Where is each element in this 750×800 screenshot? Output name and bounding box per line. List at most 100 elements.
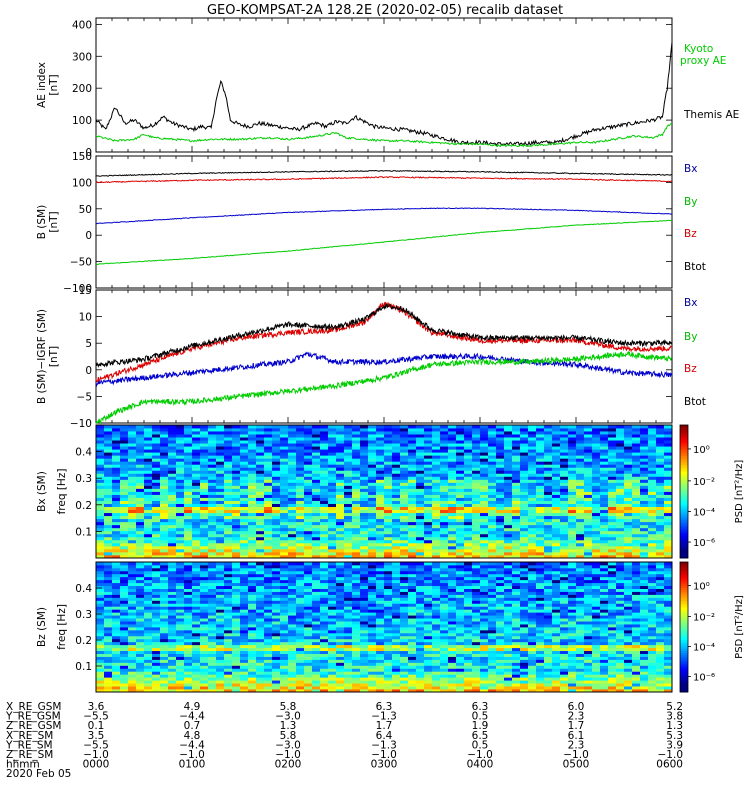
ephemeris-row-label: Z_RE_SM <box>6 749 53 761</box>
colorbar-tick-label: 10⁻² <box>693 613 715 624</box>
y-tick-label: 0.2 <box>75 500 92 512</box>
y-tick-label: −10 <box>70 418 92 430</box>
y-tick-label: 0.1 <box>75 661 92 673</box>
ephemeris-value: 4.8 <box>184 730 201 742</box>
spectrogram-cells <box>96 425 673 559</box>
ephemeris-value: 1.7 <box>376 720 393 732</box>
legend-themis: Themis AE <box>683 109 739 121</box>
ephemeris-value: 0100 <box>179 759 206 771</box>
y-tick-label: 0.3 <box>75 609 92 621</box>
y-tick-label: 300 <box>72 51 92 63</box>
colorbar: 10⁰ 10⁻² 10⁻⁴ 10⁻⁶ PSD [nT²/Hz] <box>679 561 745 693</box>
spectrogram-cells <box>96 562 673 693</box>
legend-by: By <box>684 331 697 343</box>
series-line-kyoto-proxy-ae <box>95 123 673 148</box>
series-line-themis-ae <box>95 42 673 147</box>
colorbar-tick-label: 10⁰ <box>693 581 710 592</box>
y-tick-label: −5 <box>77 391 92 403</box>
ephemeris-value: −1.0 <box>467 749 493 761</box>
y-axis-unit: [nT] <box>48 211 60 232</box>
ephemeris-value: 5.2 <box>666 701 683 713</box>
y-axis-label: Bz (SM) <box>36 607 48 647</box>
y-tick-label: −50 <box>70 257 92 269</box>
panel-frame <box>95 155 673 289</box>
ephemeris-value: 0.5 <box>472 739 489 751</box>
ephemeris-value: 0.1 <box>88 720 105 732</box>
legend-btot: Btot <box>684 396 706 408</box>
ephemeris-value: 1.3 <box>666 720 683 732</box>
series-line-bx <box>95 351 673 388</box>
y-axis-unit: [nT] <box>48 74 60 95</box>
ephemeris-value: 3.9 <box>666 739 683 751</box>
legend-by: By <box>684 196 697 208</box>
ephemeris-value: 1.9 <box>472 720 489 732</box>
ephemeris-value: 5.8 <box>280 701 297 713</box>
colorbar-tick-label: 10⁻⁴ <box>693 643 715 654</box>
y-tick-label: 0 <box>85 230 92 242</box>
ephemeris-value: −1.0 <box>179 749 205 761</box>
y-axis-label: B (SM) <box>36 205 48 239</box>
y-tick-label: 100 <box>72 177 92 189</box>
y-tick-label: 15 <box>79 285 92 297</box>
y-tick-label: 400 <box>72 19 92 31</box>
colorbar-frame <box>679 561 689 693</box>
ephemeris-value: −1.0 <box>371 749 397 761</box>
y-tick-label: 0.1 <box>75 526 92 538</box>
colorbar-label: PSD [nT²/Hz] <box>734 460 745 524</box>
colorbar-label: PSD [nT²/Hz] <box>734 595 745 659</box>
ephemeris-value: −5.5 <box>83 739 109 751</box>
colorbar: 10⁰ 10⁻² 10⁻⁴ 10⁻⁶ PSD [nT²/Hz] <box>679 424 745 559</box>
series-line-by <box>95 219 673 266</box>
panel-frame <box>95 424 673 559</box>
series-line-bx <box>95 207 673 225</box>
panel-frame <box>95 17 673 153</box>
y-axis-unit: freq [Hz] <box>56 469 68 515</box>
ephemeris-value: 5.8 <box>280 730 297 742</box>
y-tick-label: 50 <box>79 204 92 216</box>
ephemeris-value: 6.0 <box>568 701 585 713</box>
ephemeris-row-label: X_RE_SM <box>6 730 53 742</box>
y-tick-label: 150 <box>72 151 92 163</box>
y-tick-label: 0.4 <box>75 583 92 595</box>
ephemeris-row-label: hhmm <box>6 759 40 771</box>
ephemeris-value: 6.1 <box>568 730 585 742</box>
y-tick-label: 100 <box>72 115 92 127</box>
ephemeris-value: 0000 <box>83 759 110 771</box>
y-tick-label: 0 <box>85 365 92 377</box>
ephemeris-value: −3.0 <box>275 711 301 723</box>
ephemeris-value: 1.7 <box>568 720 585 732</box>
y-axis-unit: freq [Hz] <box>56 604 68 650</box>
colorbar-tick-label: 10⁰ <box>693 445 710 456</box>
ephemeris-value: −1.0 <box>83 749 109 761</box>
panel-4: Bz (SM) freq [Hz]0.10.20.30.4 10⁰10⁻²10⁻⁴1… <box>36 561 745 693</box>
ephemeris-value: 0600 <box>656 759 683 771</box>
colorbar-tick-label: 10⁻⁴ <box>693 507 715 518</box>
ephemeris-value: 6.3 <box>472 701 489 713</box>
figure-title: GEO-KOMPSAT-2A 128.2E (2020-02-05) recal… <box>207 3 563 18</box>
ephemeris-value: 0400 <box>467 759 494 771</box>
legend-kyoto-line1: Kyoto <box>684 43 713 55</box>
panel-2: B (SM)−IGRF (SM) [nT] −10 −5 0 5 10 15 Bx By Bz Bto… <box>36 285 706 430</box>
ephemeris-value: 3.6 <box>88 701 105 713</box>
y-tick-label: 0.2 <box>75 635 92 647</box>
legend-bx: Bx <box>684 297 697 309</box>
y-tick-label: 5 <box>85 338 92 350</box>
ephemeris-value: −1.3 <box>371 711 397 723</box>
ephemeris-value: 3.5 <box>88 730 105 742</box>
ephemeris-value: −5.5 <box>83 711 109 723</box>
y-axis-label: Bx (SM) <box>36 471 48 512</box>
y-tick-label: 0.3 <box>75 473 92 485</box>
colorbar-tick-label: 10⁻⁶ <box>693 672 715 683</box>
ephemeris-value: 1.3 <box>280 720 297 732</box>
panel-1: B (SM) [nT] −100 −50 0 50 100 150 Bx By Bz Btot <box>36 151 706 295</box>
y-axis-label: B (SM)−IGRF (SM) <box>36 309 48 404</box>
ephemeris-value: 0.5 <box>472 711 489 723</box>
ephemeris-value: 0300 <box>371 759 398 771</box>
ephemeris-value: 0500 <box>563 759 590 771</box>
y-tick-label: 10 <box>79 312 92 324</box>
ephemeris-date: 2020 Feb 05 <box>6 768 71 780</box>
series-line-by <box>95 350 672 425</box>
ephemeris-value: 6.5 <box>472 730 489 742</box>
